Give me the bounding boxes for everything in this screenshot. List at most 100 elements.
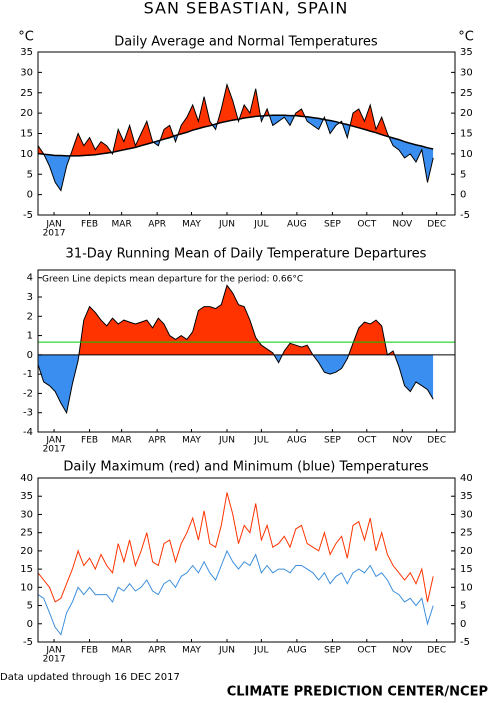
y-tick-label: 10 <box>20 582 33 593</box>
y-tick-label: 35 <box>20 47 33 58</box>
above-fill <box>38 84 434 156</box>
y-tick-label: 15 <box>20 564 33 575</box>
y2-tick-label: 5 <box>460 601 466 612</box>
y-tick-label: 5 <box>27 601 33 612</box>
x-tick-label: APR <box>148 436 166 446</box>
x-tick-label: JUN <box>218 436 235 446</box>
y-tick-label: -3 <box>23 408 33 419</box>
y-tick-label: 40 <box>20 473 33 484</box>
series-line <box>37 284 434 415</box>
x-tick-label: JUN <box>218 646 235 656</box>
x-tick-label: MAR <box>112 646 132 656</box>
x-tick-label: MAY <box>182 646 201 656</box>
x-tick-label: NOV <box>392 646 413 656</box>
x-tick-label: MAR <box>112 220 132 230</box>
y2-tick-label: 20 <box>460 108 473 119</box>
x-tick-label: MAR <box>112 436 132 446</box>
y-tick-label: 0 <box>27 619 33 630</box>
series-line <box>37 114 434 157</box>
y2-tick-label: 35 <box>460 491 473 502</box>
x-tick-label: FEB <box>81 436 98 446</box>
x-tick-label: DEC <box>427 220 446 230</box>
y-tick-label: 10 <box>20 149 33 160</box>
x-tick-label: JUN <box>218 220 235 230</box>
series-line <box>37 492 434 603</box>
x-tick-label: JAN <box>45 436 61 446</box>
plot-frame <box>37 477 456 643</box>
y-tick-label: -2 <box>23 388 33 399</box>
x-tick-label: SEP <box>324 646 341 656</box>
panel-title: Daily Average and Normal Temperatures <box>114 35 378 50</box>
annotation: Green Line depicts mean departure for th… <box>42 275 303 285</box>
y-tick-label: -4 <box>23 427 33 438</box>
y2-tick-label: 15 <box>460 564 473 575</box>
y-tick-label: 25 <box>20 88 33 99</box>
x-tick-label: SEP <box>324 220 341 230</box>
x-tick-label: AUG <box>287 646 307 656</box>
update-note: Data updated through 16 DEC 2017 <box>0 672 180 683</box>
x-tick-label: OCT <box>357 646 376 656</box>
y2-tick-label: 15 <box>460 129 473 140</box>
x-tick-label: AUG <box>287 436 307 446</box>
x-tick-label: JAN <box>45 220 61 230</box>
y-tick-label: 35 <box>20 491 33 502</box>
x-tick-label: FEB <box>81 220 98 230</box>
y2-tick-label: 0 <box>460 619 466 630</box>
y2-tick-label: 40 <box>460 473 473 484</box>
y-tick-label: 25 <box>20 528 33 539</box>
y-tick-label: 4 <box>27 273 33 284</box>
y2-tick-label: -5 <box>460 210 470 221</box>
x-tick-label: JAN <box>45 646 61 656</box>
x-tick-label: APR <box>148 220 166 230</box>
y-tick-label: 0 <box>27 350 33 361</box>
y-tick-label: 5 <box>27 169 33 180</box>
x-tick-label: JUL <box>253 436 268 446</box>
x-tick-label: DEC <box>427 646 446 656</box>
y-tick-label: -5 <box>23 210 33 221</box>
y2-tick-label: 35 <box>460 47 473 58</box>
y-tick-label: 30 <box>20 67 33 78</box>
x-tick-label: MAY <box>182 220 201 230</box>
y2-tick-label: 0 <box>460 190 466 201</box>
year-label: 2017 <box>43 445 66 455</box>
panel-title: Daily Maximum (red) and Minimum (blue) T… <box>63 460 428 475</box>
y-unit-label: °C <box>18 30 34 45</box>
y2-tick-label: 30 <box>460 67 473 78</box>
y2-unit-label: °C <box>458 30 474 45</box>
plot-frame <box>37 51 456 216</box>
panel-title: 31-Day Running Mean of Daily Temperature… <box>66 247 427 262</box>
y-tick-label: -1 <box>23 369 33 380</box>
x-tick-label: NOV <box>392 220 413 230</box>
above-fill <box>38 285 434 355</box>
y-tick-label: 1 <box>27 331 33 342</box>
y-tick-label: 30 <box>20 509 33 520</box>
x-tick-label: DEC <box>427 436 446 446</box>
plot-frame <box>37 269 456 433</box>
series-line <box>37 82 434 192</box>
series-line <box>37 549 434 636</box>
y-tick-label: 2 <box>27 311 33 322</box>
x-tick-label: OCT <box>357 436 376 446</box>
y2-tick-label: 10 <box>460 582 473 593</box>
x-tick-label: NOV <box>392 436 413 446</box>
x-tick-label: MAY <box>182 436 201 446</box>
year-label: 2017 <box>43 655 66 665</box>
page-title: SAN SEBASTIAN, SPAIN <box>144 0 349 18</box>
y-tick-label: 20 <box>20 108 33 119</box>
below-fill <box>38 115 434 191</box>
y2-tick-label: -5 <box>460 637 470 648</box>
x-tick-label: FEB <box>81 646 98 656</box>
y2-tick-label: 30 <box>460 509 473 520</box>
x-tick-label: JUL <box>253 220 268 230</box>
x-tick-label: APR <box>148 646 166 656</box>
y2-tick-label: 20 <box>460 546 473 557</box>
y2-tick-label: 25 <box>460 528 473 539</box>
y2-tick-label: 25 <box>460 88 473 99</box>
y-tick-label: 3 <box>27 292 33 303</box>
y-tick-label: 20 <box>20 546 33 557</box>
x-tick-label: JUL <box>253 646 268 656</box>
y-tick-label: 0 <box>27 190 33 201</box>
y-tick-label: 15 <box>20 129 33 140</box>
